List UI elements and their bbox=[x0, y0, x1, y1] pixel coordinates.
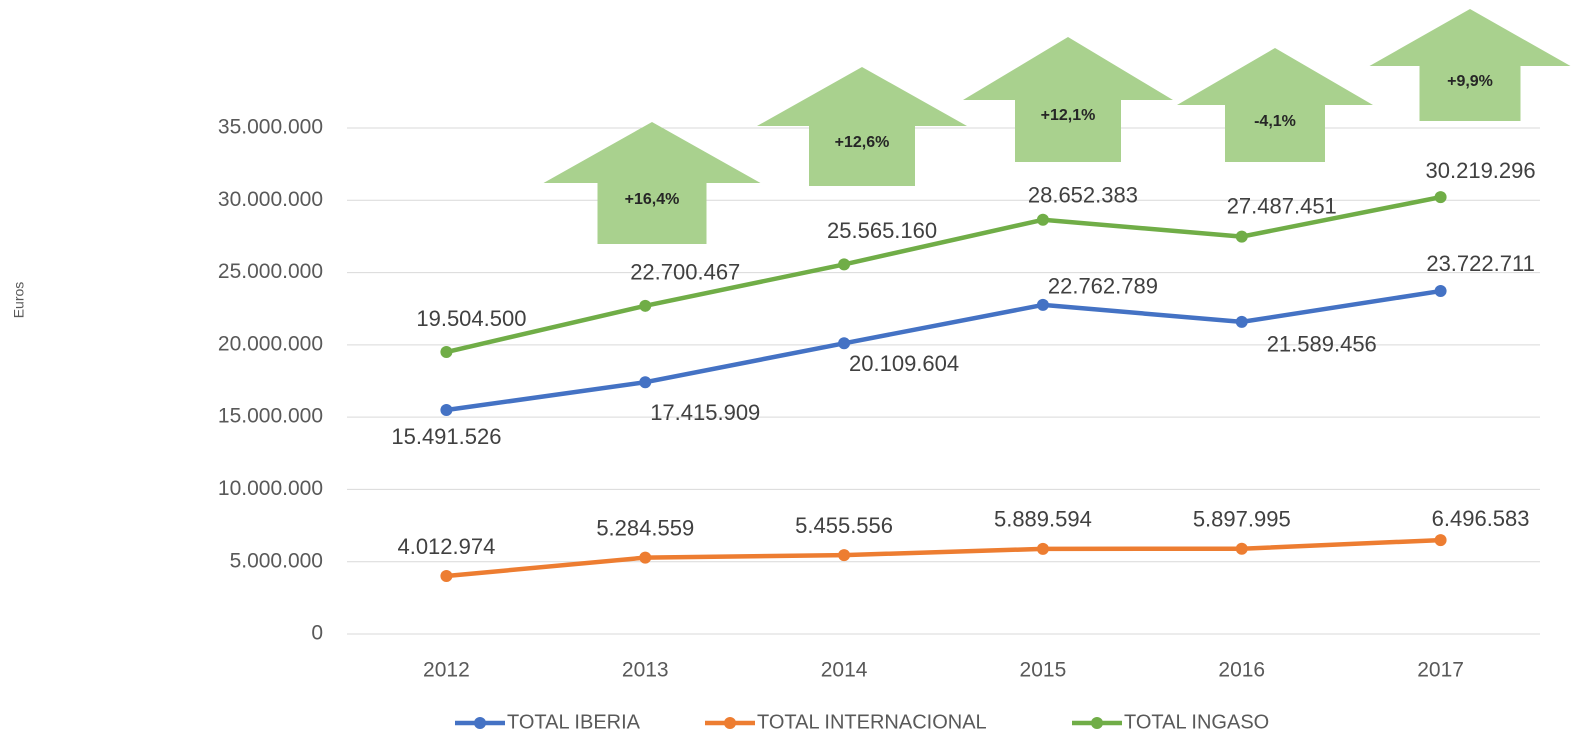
data-point bbox=[1036, 542, 1049, 555]
annotation-arrow bbox=[543, 122, 761, 244]
data-point bbox=[1036, 213, 1049, 226]
data-label: 15.491.526 bbox=[391, 424, 501, 449]
data-label: 6.496.583 bbox=[1432, 506, 1530, 531]
data-label: 19.504.500 bbox=[416, 306, 526, 331]
annotation-arrow bbox=[757, 67, 967, 186]
y-axis-label: Euros bbox=[11, 282, 27, 319]
data-label: 5.897.995 bbox=[1193, 507, 1291, 532]
data-point bbox=[440, 569, 453, 582]
data-label: 27.487.451 bbox=[1227, 193, 1337, 218]
data-point bbox=[440, 404, 453, 417]
data-point bbox=[1434, 534, 1447, 547]
data-point bbox=[639, 299, 652, 312]
x-tick-label: 2017 bbox=[1417, 659, 1464, 682]
series-line bbox=[444, 288, 1443, 413]
legend-label: TOTAL INGASO bbox=[1124, 711, 1269, 733]
annotation-arrow bbox=[1177, 48, 1373, 162]
series-line bbox=[444, 537, 1443, 579]
y-tick-label: 15.000.000 bbox=[218, 405, 323, 428]
x-tick-label: 2013 bbox=[622, 659, 669, 682]
data-point bbox=[1235, 542, 1248, 555]
data-label: 5.455.556 bbox=[795, 513, 893, 538]
data-point bbox=[440, 346, 453, 359]
data-label: 30.219.296 bbox=[1426, 158, 1536, 183]
y-tick-label: 25.000.000 bbox=[218, 260, 323, 283]
legend-marker bbox=[474, 717, 486, 729]
x-tick-label: 2012 bbox=[423, 659, 470, 682]
y-tick-label: 30.000.000 bbox=[218, 188, 323, 211]
annotation-arrow bbox=[963, 37, 1173, 162]
annotation-arrow bbox=[1369, 9, 1571, 121]
annotation: -4,1% bbox=[1254, 113, 1296, 130]
data-label: 21.589.456 bbox=[1267, 332, 1377, 357]
y-tick-label: 20.000.000 bbox=[218, 332, 323, 355]
data-label: 17.415.909 bbox=[650, 400, 760, 425]
legend-marker bbox=[724, 717, 736, 729]
legend-label: TOTAL INTERNACIONAL bbox=[757, 711, 987, 733]
legend-marker bbox=[1091, 717, 1103, 729]
data-point bbox=[1434, 285, 1447, 298]
annotation: +16,4% bbox=[625, 191, 680, 208]
y-tick-label: 10.000.000 bbox=[218, 477, 323, 500]
x-tick-label: 2015 bbox=[1020, 659, 1067, 682]
data-point bbox=[639, 376, 652, 389]
legend-label: TOTAL IBERIA bbox=[507, 711, 641, 733]
data-point bbox=[1235, 315, 1248, 328]
data-point bbox=[838, 258, 851, 271]
data-label: 4.012.974 bbox=[397, 534, 495, 559]
data-label: 20.109.604 bbox=[849, 351, 959, 376]
data-point bbox=[1235, 230, 1248, 243]
data-point bbox=[1434, 191, 1447, 204]
data-label: 23.722.711 bbox=[1426, 251, 1534, 276]
data-label: 22.762.789 bbox=[1048, 274, 1158, 299]
data-label: 22.700.467 bbox=[630, 260, 740, 285]
data-label: 5.284.559 bbox=[596, 515, 694, 540]
series-line bbox=[444, 194, 1443, 355]
data-point bbox=[1036, 298, 1049, 311]
annotation: +9,9% bbox=[1447, 73, 1493, 90]
annotation: +12,1% bbox=[1041, 107, 1096, 124]
data-label: 28.652.383 bbox=[1028, 183, 1138, 208]
data-point bbox=[838, 549, 851, 562]
annotation: +12,6% bbox=[835, 134, 890, 151]
data-label: 25.565.160 bbox=[827, 218, 937, 243]
x-tick-label: 2016 bbox=[1218, 659, 1265, 682]
y-tick-label: 0 bbox=[311, 622, 323, 645]
data-point bbox=[838, 337, 851, 350]
data-point bbox=[639, 551, 652, 564]
data-label: 5.889.594 bbox=[994, 507, 1092, 532]
y-tick-label: 5.000.000 bbox=[230, 549, 323, 572]
y-tick-label: 35.000.000 bbox=[218, 116, 323, 139]
x-tick-label: 2014 bbox=[821, 659, 868, 682]
